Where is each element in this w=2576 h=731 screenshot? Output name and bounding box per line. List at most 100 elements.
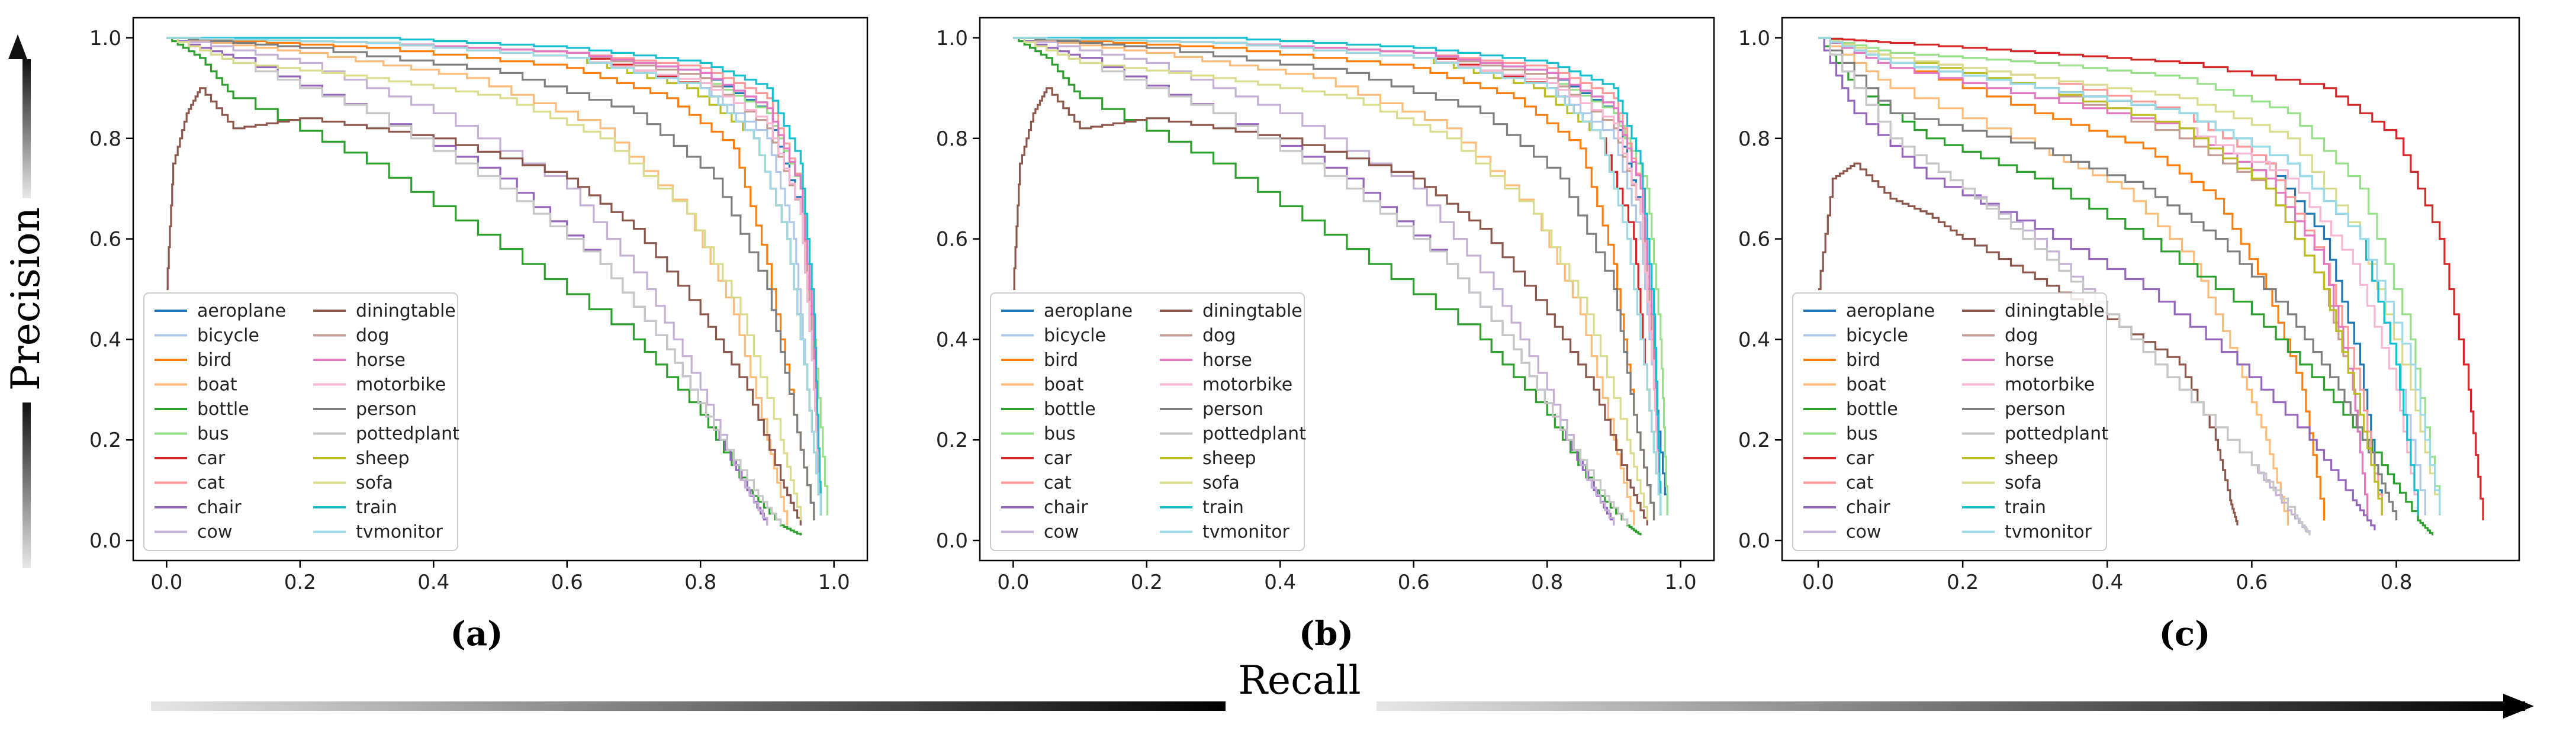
legend-entry-bus: bus [155, 424, 229, 445]
legend-label: pottedplant [1202, 424, 1306, 445]
y-tick-label: 0.8 [936, 127, 968, 151]
recall-arrowhead [2503, 694, 2534, 719]
legend-entry-car: car [155, 448, 226, 469]
legend-entry-train: train [1962, 497, 2046, 518]
x-tick-label: 0.8 [684, 571, 716, 594]
curve-person [1013, 37, 1655, 521]
y-tick-label: 0.6 [936, 228, 968, 252]
x-tick-label: 0.2 [1131, 571, 1163, 594]
legend-entry-motorbike: motorbike [1962, 375, 2095, 395]
pr-curves [1818, 37, 2484, 536]
legend-entry-bottle: bottle [155, 399, 249, 420]
legend-label: cat [197, 473, 225, 494]
legend-label: sheep [2005, 448, 2059, 469]
legend-label: dog [1202, 326, 1236, 346]
legend-label: motorbike [2005, 375, 2095, 395]
x-tick-label: 0.4 [1264, 571, 1296, 594]
legend-entry-train: train [1160, 497, 1244, 518]
legend-entry-person: person [1160, 399, 1263, 420]
legend-label: sheep [1202, 448, 1256, 469]
legend-label: bird [1846, 350, 1880, 371]
legend-entry-sheep: sheep [1160, 448, 1256, 469]
legend-label: bicycle [1044, 326, 1106, 346]
curve-sofa [166, 37, 802, 521]
legend-entry-horse: horse [1962, 350, 2054, 371]
legend-label: car [197, 448, 226, 469]
curve-car [1818, 37, 2484, 521]
legend-entry-aeroplane: aeroplane [1001, 301, 1133, 321]
legend-entry-boat: boat [155, 375, 237, 395]
legend-entry-diningtable: diningtable [1962, 301, 2105, 321]
recall-arrow-shaft-left [151, 701, 1226, 711]
y-tick-label: 0.0 [936, 529, 968, 553]
x-tick-label: 0.8 [2380, 571, 2412, 594]
y-tick-label: 1.0 [89, 27, 121, 50]
legend-entry-sheep: sheep [313, 448, 410, 469]
x-tick-label: 0.4 [417, 571, 449, 594]
y-tick-label: 0.4 [89, 328, 121, 352]
y-tick-label: 0.2 [1738, 429, 1770, 452]
legend-entry-sofa: sofa [1962, 473, 2042, 494]
x-tick-label: 0.6 [551, 571, 583, 594]
x-tick-label: 0.6 [1398, 571, 1430, 594]
curve-bottle [1013, 37, 1642, 536]
x-tick-label: 0.0 [150, 571, 182, 594]
legend-entry-chair: chair [155, 497, 242, 518]
legend-entry-bicycle: bicycle [1803, 326, 1908, 346]
legend-entry-bird: bird [1803, 350, 1880, 371]
precision-arrow-shaft-bottom [22, 402, 31, 568]
x-tick-label: 0.6 [2236, 571, 2268, 594]
panel-label: (a) [450, 614, 503, 653]
legend-entry-bird: bird [155, 350, 231, 371]
legend-entry-bicycle: bicycle [1001, 326, 1106, 346]
legend-entry-dog: dog [1962, 326, 2038, 346]
legend-entry-train: train [313, 497, 397, 518]
x-tick-label: 1.0 [1665, 571, 1697, 594]
legend-entry-cow: cow [1001, 522, 1079, 543]
legend-entry-motorbike: motorbike [1160, 375, 1292, 395]
curve-chair [1818, 37, 2376, 531]
legend-entry-tvmonitor: tvmonitor [313, 522, 443, 543]
curve-boat [1818, 37, 2289, 526]
curve-tvmonitor [1013, 37, 1662, 516]
legend-label: bus [1044, 424, 1076, 445]
precision-arrowhead [8, 34, 27, 59]
legend-label: bicycle [1846, 326, 1908, 346]
curve-bottle [166, 37, 802, 536]
legend-label: horse [356, 350, 406, 371]
y-tick-label: 0.4 [936, 328, 968, 352]
legend-entry-aeroplane: aeroplane [155, 301, 286, 321]
legend-entry-aeroplane: aeroplane [1803, 301, 1935, 321]
y-tick-label: 0.6 [89, 228, 121, 252]
legend-label: bus [1846, 424, 1878, 445]
x-tick-label: 0.0 [997, 571, 1029, 594]
legend-entry-horse: horse [313, 350, 406, 371]
legend: aeroplane bicycle bird boat bottle bus car cat c… [143, 292, 459, 551]
chart-panel-2: 0.0 0.2 0.4 0.6 0.8 1.0 0.0 0.2 0.4 0.6 0.8 1.0 aero… [936, 17, 1715, 653]
legend-entry-bottle: bottle [1803, 399, 1898, 420]
curve-pottedplant [1818, 37, 2311, 536]
legend-label: cow [197, 522, 232, 543]
legend-label: bird [197, 350, 231, 371]
legend-label: person [2005, 399, 2066, 420]
curve-train [1013, 37, 1662, 516]
legend-entry-bus: bus [1001, 424, 1076, 445]
precision-arrow-shaft-top [22, 59, 31, 198]
legend-label: chair [1846, 497, 1890, 518]
y-tick-label: 0.8 [89, 127, 121, 151]
legend-label: tvmonitor [1202, 522, 1290, 543]
legend-label: boat [1846, 375, 1886, 395]
legend-label: horse [2005, 350, 2054, 371]
legend-label: person [1202, 399, 1263, 420]
legend-label: car [1846, 448, 1874, 469]
legend-entry-dog: dog [1160, 326, 1236, 346]
legend-entry-sofa: sofa [313, 473, 393, 494]
legend-label: chair [197, 497, 242, 518]
legend-entry-boat: boat [1001, 375, 1084, 395]
curve-sofa [1818, 37, 2441, 516]
legend-label: cow [1846, 522, 1881, 543]
legend-label: diningtable [2005, 301, 2105, 321]
legend-label: bicycle [197, 326, 259, 346]
legend-label: pottedplant [356, 424, 459, 445]
legend-label: motorbike [356, 375, 446, 395]
